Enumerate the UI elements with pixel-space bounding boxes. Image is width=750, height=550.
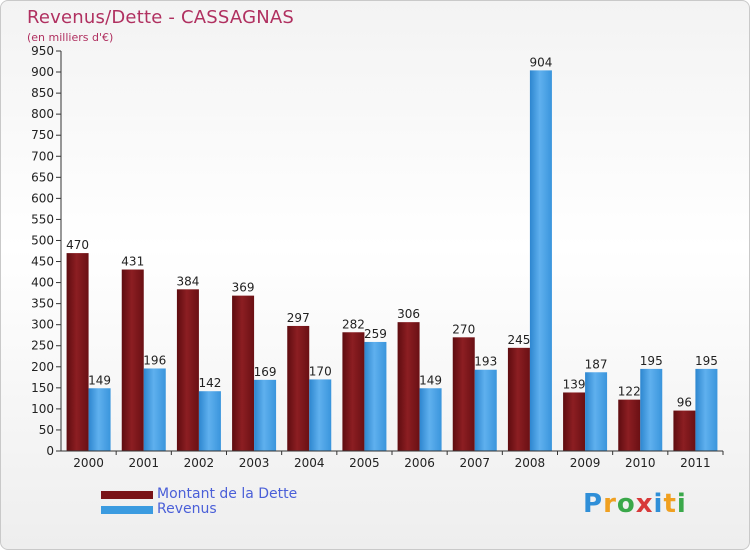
legend-label-dette: Montant de la Dette bbox=[157, 486, 298, 502]
x-tick-label: 2009 bbox=[570, 456, 601, 470]
bar-dette bbox=[287, 325, 310, 451]
y-tick-label: 150 bbox=[31, 381, 54, 395]
data-label: 122 bbox=[618, 385, 641, 399]
bar-revenus bbox=[529, 70, 552, 452]
logo-letter: o bbox=[616, 489, 636, 519]
data-label: 142 bbox=[198, 376, 221, 390]
x-tick-label: 2000 bbox=[73, 456, 104, 470]
legend-item-dette: Montant de la Dette bbox=[101, 487, 297, 502]
legend: Montant de la Dette Revenus bbox=[101, 487, 297, 517]
data-label: 270 bbox=[452, 322, 475, 336]
bar-revenus bbox=[419, 388, 442, 451]
bar-revenus bbox=[309, 379, 332, 451]
data-label: 384 bbox=[176, 274, 199, 288]
data-label: 149 bbox=[88, 373, 111, 387]
x-tick-label: 2010 bbox=[625, 456, 656, 470]
y-tick-label: 500 bbox=[31, 233, 54, 247]
data-label: 193 bbox=[474, 355, 497, 369]
logo-letter: r bbox=[603, 489, 617, 519]
bar-dette bbox=[121, 269, 144, 451]
logo-letter: x bbox=[635, 489, 654, 519]
data-label: 245 bbox=[507, 333, 530, 347]
data-label: 149 bbox=[419, 373, 442, 387]
logo-letter: P bbox=[583, 489, 604, 519]
bar-dette bbox=[342, 332, 365, 451]
bar-dette bbox=[673, 410, 696, 451]
x-tick-label: 2005 bbox=[349, 456, 380, 470]
data-label: 195 bbox=[695, 354, 718, 368]
x-tick-label: 2011 bbox=[680, 456, 711, 470]
x-tick-label: 2007 bbox=[459, 456, 490, 470]
y-tick-label: 0 bbox=[46, 444, 54, 458]
data-label: 297 bbox=[287, 311, 310, 325]
y-tick-label: 850 bbox=[31, 86, 54, 100]
bar-revenus bbox=[364, 341, 387, 451]
bar-dette bbox=[452, 337, 475, 451]
data-label: 169 bbox=[254, 365, 277, 379]
bar-dette bbox=[507, 347, 530, 451]
bar-revenus bbox=[254, 379, 277, 451]
chart-title: Revenus/Dette - CASSAGNAS bbox=[27, 7, 295, 28]
y-tick-label: 200 bbox=[31, 360, 54, 374]
data-label: 196 bbox=[143, 353, 166, 367]
bar-revenus bbox=[474, 369, 497, 451]
bar-dette bbox=[232, 295, 255, 451]
y-tick-label: 800 bbox=[31, 107, 54, 121]
x-tick-label: 2004 bbox=[294, 456, 325, 470]
bar-revenus bbox=[695, 368, 718, 451]
y-tick-label: 350 bbox=[31, 297, 54, 311]
data-label: 170 bbox=[309, 364, 332, 378]
legend-item-revenus: Revenus bbox=[101, 502, 297, 517]
data-label: 259 bbox=[364, 327, 387, 341]
bar-revenus bbox=[88, 388, 111, 451]
y-tick-label: 400 bbox=[31, 276, 54, 290]
legend-swatch-dette bbox=[101, 490, 153, 499]
bar-dette bbox=[397, 322, 420, 451]
data-label: 96 bbox=[677, 396, 692, 410]
legend-swatch-revenus bbox=[101, 505, 153, 514]
data-label: 369 bbox=[232, 281, 255, 295]
proxiti-logo: Proxiti bbox=[583, 489, 687, 519]
data-label: 431 bbox=[121, 255, 144, 269]
logo-letter: i bbox=[676, 489, 687, 519]
y-tick-label: 250 bbox=[31, 339, 54, 353]
y-tick-label: 450 bbox=[31, 255, 54, 269]
y-tick-label: 650 bbox=[31, 170, 54, 184]
y-tick-label: 700 bbox=[31, 149, 54, 163]
bar-revenus bbox=[143, 368, 166, 451]
bar-revenus bbox=[198, 391, 221, 451]
y-tick-label: 900 bbox=[31, 65, 54, 79]
y-tick-label: 550 bbox=[31, 212, 54, 226]
data-label: 470 bbox=[66, 238, 89, 252]
y-tick-label: 750 bbox=[31, 128, 54, 142]
y-tick-label: 300 bbox=[31, 318, 54, 332]
y-tick-label: 50 bbox=[39, 423, 54, 437]
x-tick-label: 2003 bbox=[239, 456, 270, 470]
x-tick-label: 2006 bbox=[404, 456, 435, 470]
data-label: 139 bbox=[563, 377, 586, 391]
bar-revenus bbox=[640, 368, 663, 451]
x-tick-label: 2008 bbox=[515, 456, 546, 470]
bar-dette bbox=[176, 289, 199, 451]
chart-subtitle: (en milliers d'€) bbox=[27, 31, 114, 44]
y-tick-label: 950 bbox=[31, 44, 54, 58]
bar-dette bbox=[66, 253, 89, 451]
x-tick-label: 2002 bbox=[184, 456, 215, 470]
logo-letter: t bbox=[663, 489, 677, 519]
bar-dette bbox=[618, 399, 641, 451]
legend-label-revenus: Revenus bbox=[157, 501, 217, 517]
y-tick-label: 100 bbox=[31, 402, 54, 416]
data-label: 306 bbox=[397, 307, 420, 321]
logo-letter: i bbox=[653, 489, 664, 519]
data-label: 904 bbox=[529, 55, 552, 69]
bar-dette bbox=[563, 392, 586, 451]
x-tick-label: 2001 bbox=[128, 456, 159, 470]
data-label: 282 bbox=[342, 317, 365, 331]
data-label: 195 bbox=[640, 354, 663, 368]
y-tick-label: 600 bbox=[31, 191, 54, 205]
bar-revenus bbox=[585, 372, 608, 451]
data-label: 187 bbox=[585, 357, 608, 371]
